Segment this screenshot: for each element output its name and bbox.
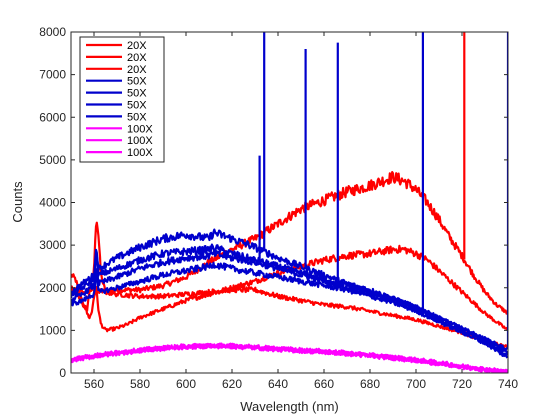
x-axis-label: Wavelength (nm) xyxy=(240,399,339,414)
legend-item: 50X xyxy=(86,111,147,123)
series-6 xyxy=(71,249,508,357)
legend-label: 50X xyxy=(127,111,147,123)
legend-label: 100X xyxy=(127,123,153,135)
y-tick-label: 1000 xyxy=(39,323,66,337)
legend-label: 20X xyxy=(127,40,147,52)
x-tick-label: 560 xyxy=(84,377,104,391)
x-tick-label: 700 xyxy=(406,377,426,391)
x-tick-label: 600 xyxy=(176,377,196,391)
x-tick-label: 640 xyxy=(268,377,288,391)
y-tick-label: 4000 xyxy=(39,196,66,210)
legend-item: 50X xyxy=(86,88,147,100)
y-tick-label: 3000 xyxy=(39,238,66,252)
series-layer xyxy=(71,32,508,373)
y-tick-label: 2000 xyxy=(39,281,66,295)
series-line xyxy=(71,285,508,349)
y-tick-label: 7000 xyxy=(39,68,66,82)
legend-item: 100X xyxy=(86,123,153,135)
x-axis: 560 580 600 620 640 660 680 700 720 740 xyxy=(84,32,518,391)
series-line xyxy=(71,249,508,357)
legend-label: 100X xyxy=(127,135,153,147)
x-tick-label: 740 xyxy=(498,377,518,391)
y-axis-label: Counts xyxy=(10,181,25,223)
legend-label: 50X xyxy=(127,88,147,100)
x-tick-label: 660 xyxy=(314,377,334,391)
legend-label: 100X xyxy=(127,147,153,159)
y-tick-label: 0 xyxy=(59,366,66,380)
series-1 xyxy=(71,32,508,315)
legend-item: 100X xyxy=(86,135,153,147)
legend-item: 50X xyxy=(86,76,147,88)
legend-item: 20X xyxy=(86,64,147,76)
y-tick-label: 5000 xyxy=(39,153,66,167)
series-10 xyxy=(71,344,508,373)
series-7 xyxy=(71,261,508,359)
x-tick-label: 680 xyxy=(360,377,380,391)
legend-label: 20X xyxy=(127,64,147,76)
y-tick-label: 8000 xyxy=(39,25,66,39)
legend-item: 20X xyxy=(86,40,147,52)
x-tick-label: 620 xyxy=(222,377,242,391)
legend-item: 50X xyxy=(86,100,147,112)
legend-item: 100X xyxy=(86,147,153,159)
x-tick-label: 720 xyxy=(452,377,472,391)
y-tick-label: 6000 xyxy=(39,110,66,124)
legend-item: 20X xyxy=(86,52,147,64)
legend-label: 50X xyxy=(127,76,147,88)
legend-label: 50X xyxy=(127,100,147,112)
series-line xyxy=(71,171,508,315)
series-line xyxy=(71,261,508,359)
x-tick-label: 580 xyxy=(130,377,150,391)
series-3 xyxy=(71,285,508,349)
y-axis: 0 1000 2000 3000 4000 5000 6000 7000 8000 xyxy=(39,25,508,380)
legend-label: 20X xyxy=(127,52,147,64)
series-line xyxy=(71,344,508,373)
